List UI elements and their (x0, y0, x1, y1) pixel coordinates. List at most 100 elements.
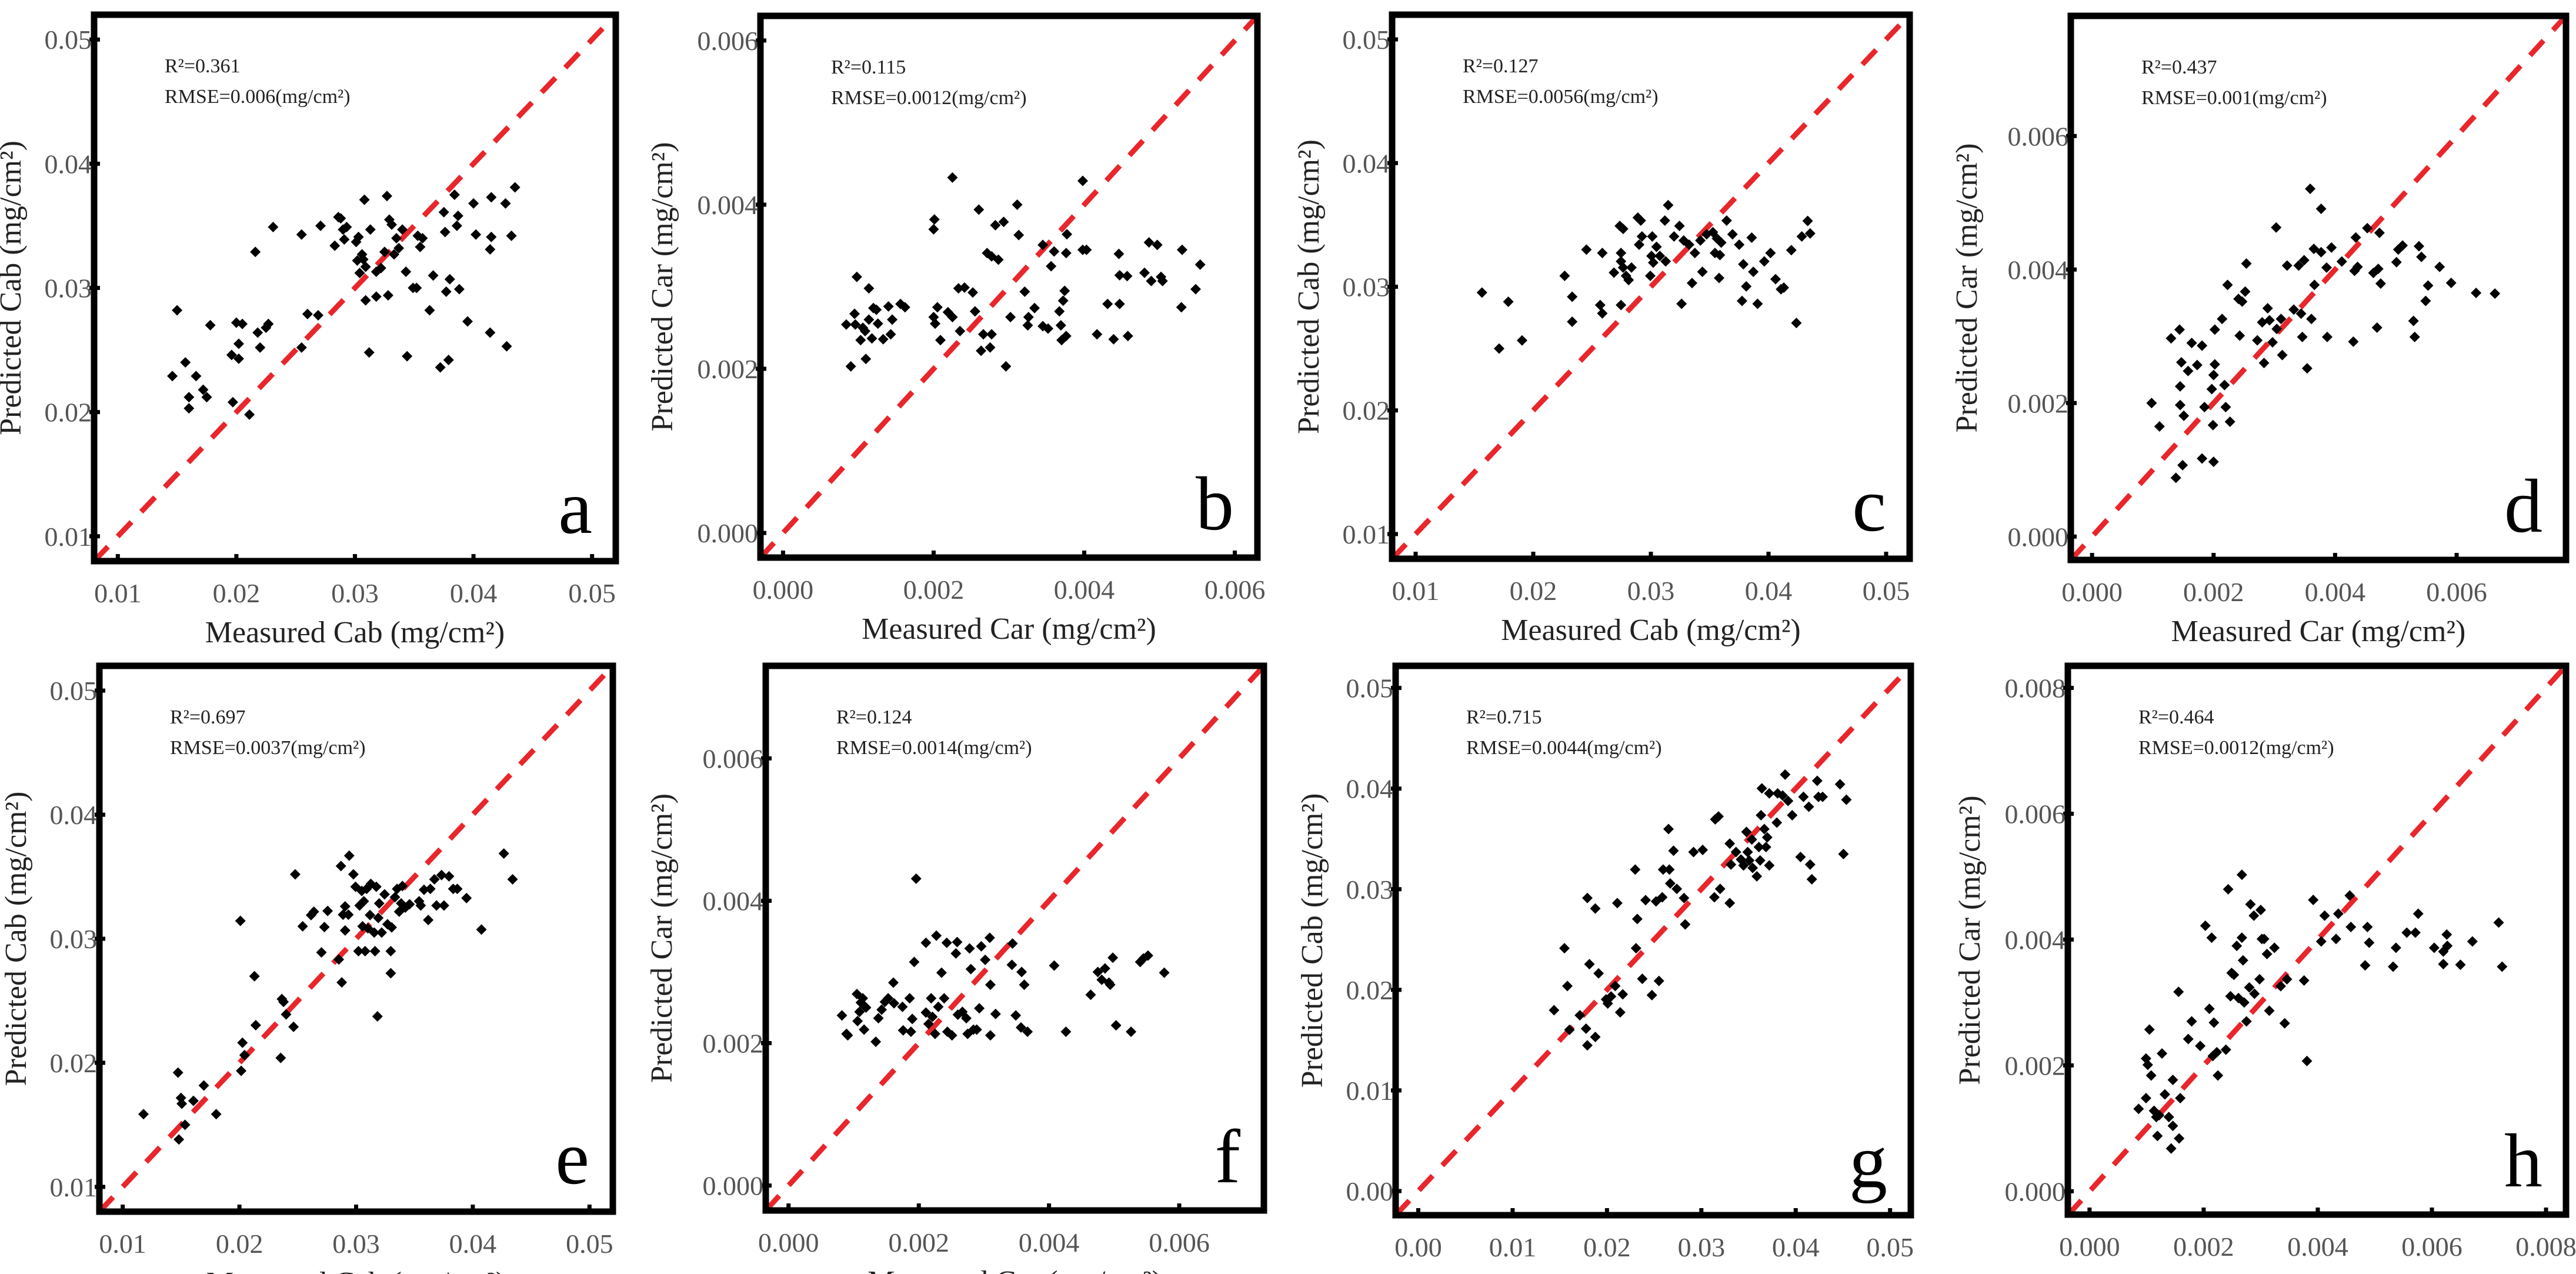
x-tick-label: 0.03 (332, 1229, 380, 1259)
data-point (959, 282, 970, 293)
data-point (1753, 842, 1764, 853)
data-point (2197, 340, 2208, 351)
data-point (2364, 937, 2375, 948)
data-point (1077, 175, 1088, 186)
data-point (1651, 241, 1662, 252)
data-point (1806, 873, 1817, 885)
data-point (1126, 1026, 1137, 1038)
data-point (429, 873, 440, 885)
data-point (1778, 282, 1789, 293)
x-tick-label: 0.004 (2305, 577, 2366, 607)
data-point (1653, 975, 1664, 986)
data-point (1668, 845, 1679, 856)
x-axis-label: Measured Cab (mg/cm²) (1503, 1270, 1803, 1274)
plot-frame (2067, 12, 2570, 563)
data-point (379, 889, 390, 900)
data-point (360, 261, 371, 272)
data-point (950, 948, 962, 959)
data-point (1741, 281, 1752, 292)
data-point (2362, 922, 2373, 933)
data-point (252, 327, 263, 338)
data-point (2258, 358, 2270, 369)
data-point (2306, 314, 2317, 325)
data-point (2174, 399, 2185, 411)
data-point (952, 936, 963, 948)
data-point (205, 319, 216, 331)
y-tick-label: 0.004 (2008, 255, 2069, 285)
data-point (1102, 298, 1113, 309)
data-point (907, 1013, 918, 1025)
data-point (2375, 278, 2386, 289)
data-point (1754, 855, 1766, 866)
data-point (1689, 248, 1700, 259)
data-point (1714, 272, 1724, 284)
y-axis-label: Predicted Car (mg/cm²) (1950, 143, 1984, 432)
x-tick-label: 0.01 (1392, 576, 1440, 606)
data-point (381, 191, 392, 202)
data-point (1659, 215, 1670, 226)
data-point (198, 384, 209, 395)
data-point (2191, 359, 2203, 371)
data-point (2293, 260, 2304, 271)
x-tick-label: 0.02 (1510, 576, 1557, 606)
data-point (2173, 986, 2184, 998)
data-point (358, 896, 369, 907)
data-point (2244, 982, 2255, 993)
data-point (2240, 286, 2251, 297)
data-point (354, 268, 365, 279)
data-point (1562, 980, 1573, 992)
data-point (451, 220, 462, 231)
reference-line-1to1 (2068, 666, 2566, 1215)
r-squared-annotation: R²=0.697 (170, 706, 246, 728)
data-point (2249, 988, 2260, 999)
data-point (1657, 864, 1669, 875)
y-tick-label: 0.01 (50, 1172, 98, 1202)
data-point (836, 1010, 847, 1021)
data-point (929, 214, 940, 225)
data-point (897, 1001, 908, 1012)
data-point (462, 316, 473, 327)
data-point (1637, 973, 1648, 985)
data-point (425, 883, 436, 895)
data-point (859, 325, 870, 336)
data-point (2271, 323, 2283, 335)
panel-c: 0.01 0.02 0.03 0.04 0.05 0.01 0.02 0.03 0.04 0.05… (1292, 11, 1913, 647)
data-point (2167, 1075, 2178, 1086)
data-point (1726, 859, 1737, 870)
x-tick-label: 0.004 (2287, 1232, 2348, 1262)
data-point (2236, 869, 2247, 881)
data-point (2165, 333, 2177, 344)
data-point (239, 1049, 250, 1060)
data-point (1597, 248, 1608, 259)
data-point (1616, 248, 1627, 259)
data-point (167, 371, 178, 382)
y-tick-label: 0.03 (50, 924, 98, 954)
data-point (1746, 232, 1757, 244)
data-point (935, 335, 946, 346)
x-tick-label: 0.002 (2173, 1232, 2234, 1262)
data-point (1022, 320, 1033, 331)
y-tick-label: 0.00 (1346, 1176, 1394, 1206)
data-point (468, 198, 479, 209)
data-point (2248, 910, 2260, 921)
reference-line-1to1 (99, 666, 613, 1212)
data-point (1760, 842, 1771, 853)
data-point (1714, 883, 1726, 895)
x-axis-label: Measured Cab (mg/cm²) (205, 616, 505, 649)
data-point (947, 172, 958, 183)
data-point (1594, 299, 1606, 311)
data-point (386, 219, 397, 230)
data-point (1640, 895, 1651, 906)
data-point (173, 1134, 185, 1145)
data-point (188, 1095, 199, 1106)
data-point (1738, 860, 1749, 871)
panel-letter: c (1852, 463, 1886, 548)
data-point (998, 216, 1009, 228)
data-point (1037, 239, 1049, 251)
data-point (1660, 256, 1671, 267)
data-point (302, 308, 313, 319)
x-tick-label: 0.00 (1394, 1232, 1442, 1262)
data-point (1838, 849, 1849, 860)
data-point (436, 869, 447, 881)
data-point (1727, 229, 1738, 240)
